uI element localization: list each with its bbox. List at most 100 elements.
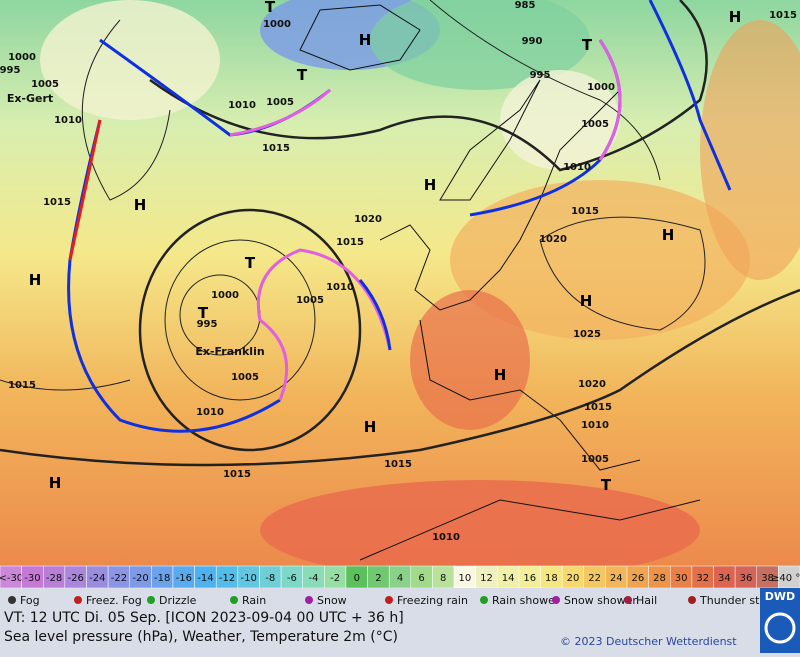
- isobar-label: 1005: [581, 454, 609, 465]
- legend-panel: [0, 588, 800, 653]
- logo-icon: [764, 612, 796, 644]
- isobar-label: 1015: [336, 237, 364, 248]
- isobar-label: 1015: [223, 469, 251, 480]
- weather-icon: [8, 596, 16, 604]
- map-background: [0, 0, 800, 580]
- scale-label: -30: [24, 573, 40, 584]
- scale-label: 38: [761, 573, 774, 584]
- isobar-label: 1000: [8, 52, 36, 63]
- isobar-label: 1010: [581, 420, 609, 431]
- pressure-center: T: [297, 66, 308, 84]
- scale-label: -22: [111, 573, 127, 584]
- pressure-center: H: [29, 271, 42, 289]
- isobar-label: 1015: [262, 143, 290, 154]
- pressure-center: H: [49, 474, 62, 492]
- scale-label: 4: [397, 573, 403, 584]
- storm-name: Ex-Gert: [7, 92, 53, 105]
- weather-icon: [385, 596, 393, 604]
- isobar-label: 1000: [211, 290, 239, 301]
- isobar-label: 990: [522, 36, 543, 47]
- scale-label: -2: [330, 573, 340, 584]
- scale-label: 34: [718, 573, 731, 584]
- logo: DWD: [765, 590, 795, 603]
- scale-label: 28: [653, 573, 666, 584]
- isobar-label: 1020: [539, 234, 567, 245]
- description: Sea level pressure (hPa), Weather, Tempe…: [4, 629, 398, 645]
- weather-icon: [74, 596, 82, 604]
- weather-icon: [305, 596, 313, 604]
- pressure-center: H: [494, 366, 507, 384]
- scale-label: 30: [675, 573, 688, 584]
- scale-label: -14: [197, 573, 213, 584]
- pressure-center: T: [601, 476, 612, 494]
- pressure-center: T: [265, 0, 276, 16]
- isobars: [0, 0, 800, 467]
- isobar-label: 1020: [354, 214, 382, 225]
- isobar-label: 985: [515, 0, 536, 11]
- isobar-label: 1015: [769, 10, 797, 21]
- valid-time: VT: 12 UTC Di. 05 Sep. [ICON 2023-09-04 …: [4, 610, 404, 626]
- coastlines: [299, 4, 701, 561]
- scale-label: 32: [696, 573, 709, 584]
- scale-label: -10: [240, 573, 256, 584]
- pressure-center: T: [245, 254, 256, 272]
- scale-label: 2: [375, 573, 381, 584]
- pressure-center: H: [729, 8, 742, 26]
- isobar-label: 995: [197, 319, 218, 330]
- scale-label: 6: [418, 573, 424, 584]
- isobar-label: 1010: [196, 407, 224, 418]
- isobar-label: 1015: [571, 206, 599, 217]
- isobar-label: 1005: [581, 119, 609, 130]
- isobar-label: 1015: [8, 380, 36, 391]
- scale-label: -12: [219, 573, 235, 584]
- temperature-scale: <-30 -30 -28 -26 -24 -22 -20 -18 -16 -14 -12 -10 -8-…: [0, 565, 800, 589]
- scale-label: 36: [740, 573, 753, 584]
- scale-label: -18: [154, 573, 170, 584]
- isobar-label: 1015: [384, 459, 412, 470]
- pressure-center: T: [198, 304, 209, 322]
- pressure-center: H: [424, 176, 437, 194]
- copyright: © 2023 Deutscher Wetterdienst: [560, 635, 737, 648]
- weather-label: Snow shower: [564, 594, 637, 607]
- scale-label: -8: [265, 573, 275, 584]
- pressure-center: H: [134, 196, 147, 214]
- weather-icon: [624, 596, 632, 604]
- isobar-label: 1005: [231, 372, 259, 383]
- isobar-label: 1010: [563, 162, 591, 173]
- weather-label: Freez. Fog: [86, 594, 142, 607]
- scale-label: 16: [523, 573, 536, 584]
- scale-label: -24: [89, 573, 105, 584]
- pressure-center: H: [580, 292, 593, 310]
- pressure-center: H: [662, 226, 675, 244]
- fronts: [67, 0, 732, 433]
- scale-label: <-30: [0, 573, 23, 584]
- weather-label: Rain shower: [492, 594, 560, 607]
- weather-icon: [552, 596, 560, 604]
- pressure-center: H: [364, 418, 377, 436]
- isobar-label: 1005: [266, 97, 294, 108]
- scale-label: -6: [287, 573, 297, 584]
- scale-label: ≥40 °C: [771, 573, 800, 584]
- scale-label: 24: [610, 573, 623, 584]
- isobar-label: 1015: [584, 402, 612, 413]
- scale-label: 12: [480, 573, 493, 584]
- pressure-center: H: [359, 31, 372, 49]
- isobar-label: 1000: [587, 82, 615, 93]
- scale-label: 18: [545, 573, 558, 584]
- isobar-label: 1015: [43, 197, 71, 208]
- isobar-label: 1025: [573, 329, 601, 340]
- isobar-label: 1010: [432, 532, 460, 543]
- isobar-label: 1010: [326, 282, 354, 293]
- weather-icon: [480, 596, 488, 604]
- scale-label: 22: [588, 573, 601, 584]
- scale-label: 10: [458, 573, 471, 584]
- weather-label: Freezing rain: [397, 594, 468, 607]
- isobar-label: 1005: [31, 79, 59, 90]
- weather-label: Snow: [317, 594, 347, 607]
- weather-label: Rain: [242, 594, 266, 607]
- scale-label: -26: [68, 573, 84, 584]
- scale-label: 26: [631, 573, 644, 584]
- weather-icon: [230, 596, 238, 604]
- weather-icon: [147, 596, 155, 604]
